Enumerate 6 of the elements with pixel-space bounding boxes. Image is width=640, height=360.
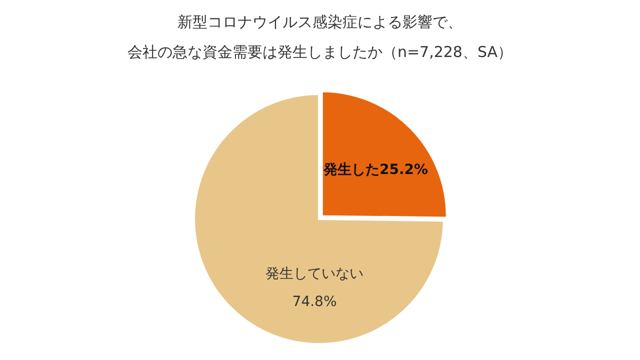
data-label: 74.8%	[292, 294, 337, 310]
chart-title: 新型コロナウイルス感染症による影響で、	[178, 13, 462, 31]
chart-subtitle: 会社の急な資金需要は発生しましたか（n=7,228、SA）	[127, 43, 513, 61]
slice-label: 発生した	[322, 162, 380, 178]
data-label: 25.2%	[379, 162, 428, 178]
slice-label: 発生していない	[266, 266, 364, 282]
